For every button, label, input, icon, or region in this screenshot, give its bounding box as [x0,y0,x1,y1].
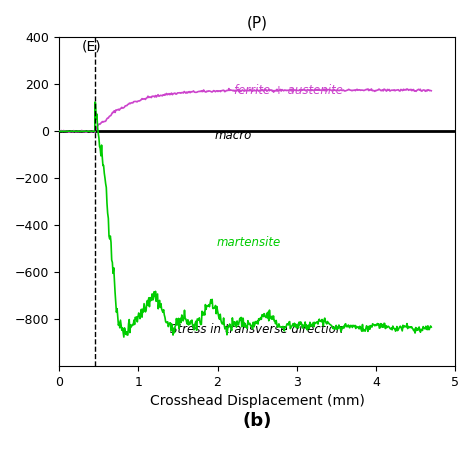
Text: macro: macro [215,129,252,143]
Text: (E): (E) [82,40,101,54]
Text: Stress in transverse direction: Stress in transverse direction [171,323,344,336]
Text: martensite: martensite [217,237,282,249]
X-axis label: Crosshead Displacement (mm): Crosshead Displacement (mm) [150,394,365,409]
Text: (b): (b) [242,412,272,430]
Text: (P): (P) [246,16,268,31]
Text: ferrite + austenite: ferrite + austenite [234,84,343,97]
